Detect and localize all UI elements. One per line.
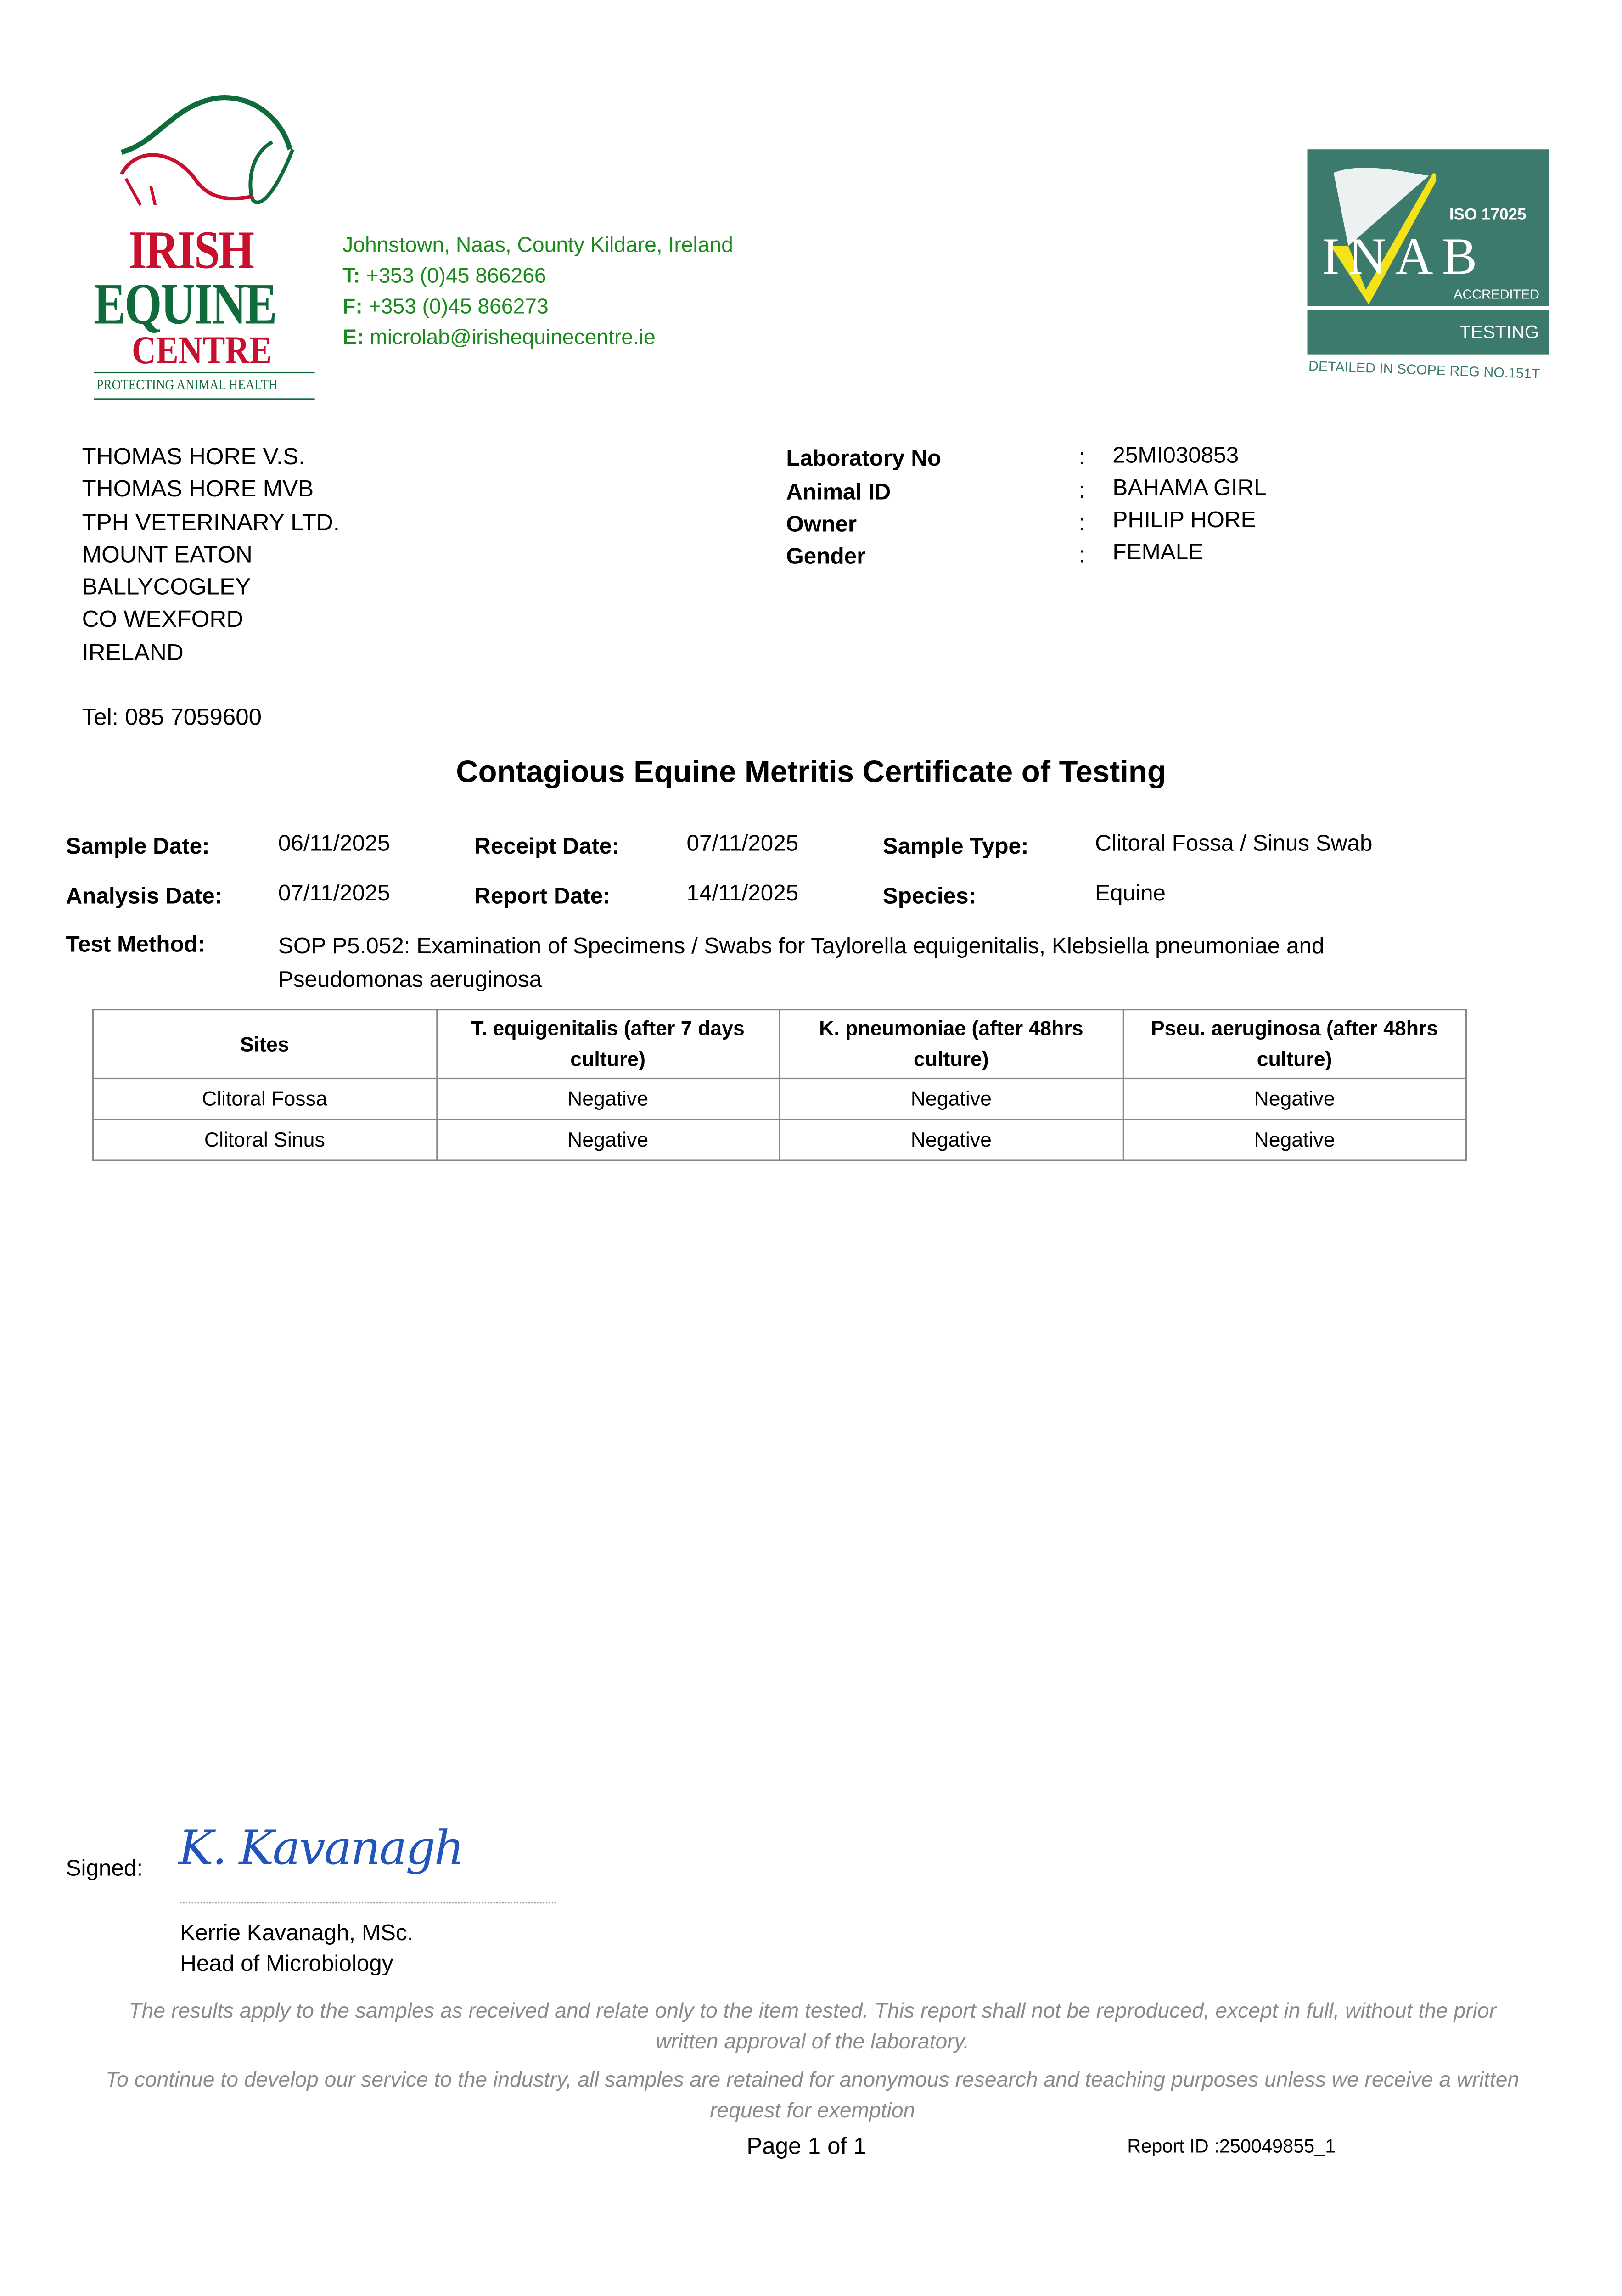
recipient-tel: Tel: 085 7059600: [82, 706, 262, 732]
column-header: Sites: [92, 1009, 437, 1080]
inab-accreditation-logo: ISO 17025 INAB ACCREDITED TESTING DETAIL…: [1307, 146, 1550, 388]
animal-id-value: BAHAMA GIRL: [1112, 476, 1267, 501]
logo-divider: [94, 398, 315, 400]
document-title: Contagious Equine Metritis Certificate o…: [456, 755, 1166, 789]
sample-date-label: Sample Date:: [66, 834, 210, 860]
page-number: Page 1 of 1: [746, 2135, 867, 2160]
table-cell: Clitoral Sinus: [92, 1119, 437, 1161]
address-line: BALLYCOGLEY: [82, 575, 251, 601]
species-value: Equine: [1095, 881, 1166, 906]
contact-phone: T: +353 (0)45 866266: [342, 265, 546, 290]
analysis-date-value: 07/11/2025: [278, 881, 390, 906]
species-label: Species:: [882, 884, 977, 910]
signature-line: [180, 1902, 556, 1904]
email-label: E:: [342, 326, 364, 350]
address-line: MOUNT EATON: [82, 543, 253, 568]
contact-fax: F: +353 (0)45 866273: [342, 296, 549, 321]
inab-testing: TESTING: [1459, 322, 1539, 343]
retention-notice: To continue to develop our service to th…: [106, 2069, 1520, 2123]
logo-divider: [94, 371, 315, 374]
report-date-label: Report Date:: [474, 884, 611, 910]
inab-accredited: ACCREDITED: [1454, 287, 1539, 302]
phone-value: +353 (0)45 866266: [366, 265, 546, 289]
test-method-label: Test Method:: [66, 933, 206, 958]
harp-check-icon: [1330, 168, 1437, 305]
colon: :: [1079, 543, 1085, 568]
column-header: T. equigenitalis (after 7 days culture): [435, 1009, 780, 1080]
address-line: IRELAND: [82, 641, 184, 666]
sample-type-label: Sample Type:: [882, 834, 1029, 860]
colon: :: [1079, 445, 1085, 470]
recipient-address: THOMAS HORE V.S. THOMAS HORE MVB TPH VET…: [82, 442, 340, 736]
lab-no-value: 25MI030853: [1112, 444, 1239, 469]
address-line: TPH VETERINARY LTD.: [82, 510, 340, 535]
animal-id-label: Animal ID: [786, 480, 891, 506]
table-cell: Negative: [435, 1119, 780, 1161]
report-date-value: 14/11/2025: [686, 881, 799, 906]
logo-tagline: PROTECTING ANIMAL HEALTH: [96, 377, 278, 394]
receipt-date-label: Receipt Date:: [474, 834, 620, 860]
lab-no-label: Laboratory No: [786, 446, 942, 472]
fax-label: F:: [342, 296, 363, 320]
inab-scope: DETAILED IN SCOPE REG NO.151T: [1308, 359, 1540, 383]
colon: :: [1079, 511, 1085, 536]
phone-label: T:: [342, 265, 360, 289]
inab-name: INAB: [1322, 227, 1486, 286]
email-link[interactable]: microlab@irishequinecentre.ie: [370, 326, 656, 350]
sample-date-value: 06/11/2025: [278, 832, 390, 857]
owner-value: PHILIP HORE: [1112, 508, 1256, 533]
colon: :: [1079, 478, 1085, 504]
table-header-row: Sites T. equigenitalis (after 7 days cul…: [92, 1009, 1467, 1080]
table-cell: Negative: [1122, 1119, 1467, 1161]
disclaimer-text: The results apply to the samples as rece…: [129, 2000, 1497, 2054]
address-line: THOMAS HORE MVB: [82, 478, 314, 503]
table-cell: Negative: [1122, 1077, 1467, 1120]
table-cell: Negative: [779, 1119, 1124, 1161]
table-cell: Negative: [779, 1077, 1124, 1120]
logo-equine: EQUINE: [94, 270, 277, 337]
test-method-value: SOP P5.052: Examination of Specimens / S…: [278, 934, 1325, 993]
table-row: Clitoral Fossa Negative Negative Negativ…: [92, 1077, 1467, 1120]
column-header: K. pneumoniae (after 48hrs culture): [779, 1009, 1124, 1080]
gender-value: FEMALE: [1112, 540, 1204, 565]
table-cell: Clitoral Fossa: [92, 1077, 437, 1120]
owner-label: Owner: [786, 512, 857, 538]
signatory-name: Kerrie Kavanagh, MSc.: [180, 1921, 414, 1946]
address-line: THOMAS HORE V.S.: [82, 445, 305, 470]
signed-label: Signed:: [66, 1857, 143, 1882]
logo-irish: IRISH: [129, 221, 254, 281]
analysis-date-label: Analysis Date:: [66, 884, 223, 910]
table-cell: Negative: [435, 1077, 780, 1120]
table-row: Clitoral Sinus Negative Negative Negativ…: [92, 1119, 1467, 1161]
sample-type-value: Clitoral Fossa / Sinus Swab: [1095, 832, 1373, 857]
contact-email: E: microlab@irishequinecentre.ie: [342, 326, 656, 351]
logo-centre: CENTRE: [131, 328, 272, 372]
gender-label: Gender: [786, 545, 866, 570]
horse-logo-icon: [120, 95, 295, 206]
results-table: Sites T. equigenitalis (after 7 days cul…: [92, 1009, 1467, 1161]
column-header: Pseu. aeruginosa (after 48hrs culture): [1122, 1009, 1467, 1080]
report-id: Report ID :250049855_1: [1127, 2135, 1336, 2157]
fax-value: +353 (0)45 866273: [368, 296, 549, 320]
receipt-date-value: 07/11/2025: [686, 832, 799, 857]
contact-address: Johnstown, Naas, County Kildare, Ireland: [342, 234, 733, 258]
signatory-role: Head of Microbiology: [180, 1952, 393, 1977]
handwritten-signature: K. Kavanagh: [179, 1820, 464, 1876]
inab-iso: ISO 17025: [1449, 206, 1527, 224]
address-line: CO WEXFORD: [82, 608, 244, 634]
